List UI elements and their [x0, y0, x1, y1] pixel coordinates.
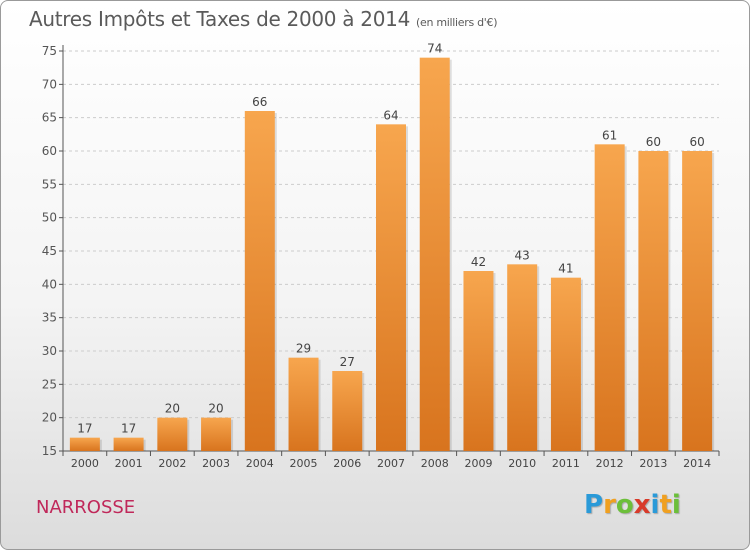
y-tick-label: 65 [42, 111, 57, 125]
logo-letter: i [671, 490, 681, 520]
data-label: 66 [252, 95, 267, 109]
y-tick-label: 50 [42, 211, 57, 225]
proxiti-logo: Proxiti [584, 490, 681, 520]
x-tick-label: 2007 [377, 457, 405, 470]
y-tick-label: 40 [42, 277, 57, 291]
x-tick-label: 2005 [290, 457, 318, 470]
y-tick-label: 25 [42, 377, 57, 391]
data-label: 43 [515, 248, 530, 262]
bar [288, 357, 319, 451]
data-labels: 17 17 20 20 66 29 27 64 74 42 43 41 61 60 60 [77, 42, 705, 436]
x-tick-label: 2000 [71, 457, 99, 470]
x-tick-label: 2004 [246, 457, 274, 470]
x-tick-label: 2008 [421, 457, 449, 470]
x-tick-label: 2003 [202, 457, 230, 470]
bar [550, 277, 581, 451]
x-tick-label: 2002 [158, 457, 186, 470]
chart-title-text: Autres Impôts et Taxes de 2000 à 2014 [29, 7, 410, 31]
x-tick-label: 2011 [552, 457, 580, 470]
y-tick-label: 35 [42, 311, 57, 325]
x-tick-label: 2006 [333, 457, 361, 470]
chart-subtitle: (en milliers d'€) [416, 16, 498, 29]
logo-letter: P [584, 490, 604, 520]
y-tick-label: 75 [42, 44, 57, 58]
bars [69, 57, 715, 452]
logo-letter: t [659, 490, 672, 520]
y-tick-label: 60 [42, 144, 57, 158]
bar [201, 417, 232, 451]
x-tick-label: 2010 [508, 457, 536, 470]
data-label: 20 [165, 402, 180, 416]
data-label: 74 [427, 42, 442, 56]
logo-letter: o [615, 490, 634, 520]
data-label: 17 [77, 422, 92, 436]
bar [69, 437, 100, 451]
data-label: 60 [689, 135, 704, 149]
logo-letter: x [633, 490, 651, 520]
y-tick-label: 70 [42, 77, 57, 91]
y-tick-label: 55 [42, 177, 57, 191]
bar [419, 57, 450, 452]
bar [244, 111, 275, 451]
y-tick-label: 45 [42, 244, 57, 258]
logo-letter: i [650, 490, 660, 520]
x-tick-label: 2001 [115, 457, 143, 470]
x-tick-label: 2013 [639, 457, 667, 470]
x-tick-label: 2014 [683, 457, 711, 470]
y-tick-label: 20 [42, 411, 57, 425]
axes: 15 20 25 30 35 40 45 50 55 60 65 70 75 2000 2001 2002 20… [42, 44, 720, 470]
data-label: 20 [208, 402, 223, 416]
logo-letter: r [603, 490, 616, 520]
bar [507, 264, 538, 451]
bar [463, 271, 494, 451]
bar [376, 124, 406, 451]
x-tick-label: 2012 [596, 457, 624, 470]
bar [638, 151, 669, 451]
y-tick-label: 15 [42, 444, 57, 458]
bar [157, 417, 188, 451]
bar [332, 371, 363, 451]
chart-title: Autres Impôts et Taxes de 2000 à 2014 (en… [29, 7, 497, 31]
data-label: 29 [296, 342, 311, 356]
bar [594, 144, 625, 452]
bar [682, 151, 713, 451]
x-tick-label: 2009 [464, 457, 492, 470]
data-label: 64 [383, 108, 398, 122]
data-label: 17 [121, 422, 136, 436]
data-label: 61 [602, 128, 617, 142]
y-tick-label: 30 [42, 344, 57, 358]
data-label: 60 [646, 135, 661, 149]
data-label: 27 [340, 355, 355, 369]
data-label: 41 [558, 262, 573, 276]
town-name: NARROSSE [36, 497, 136, 518]
data-label: 42 [471, 255, 486, 269]
bar [113, 437, 144, 451]
